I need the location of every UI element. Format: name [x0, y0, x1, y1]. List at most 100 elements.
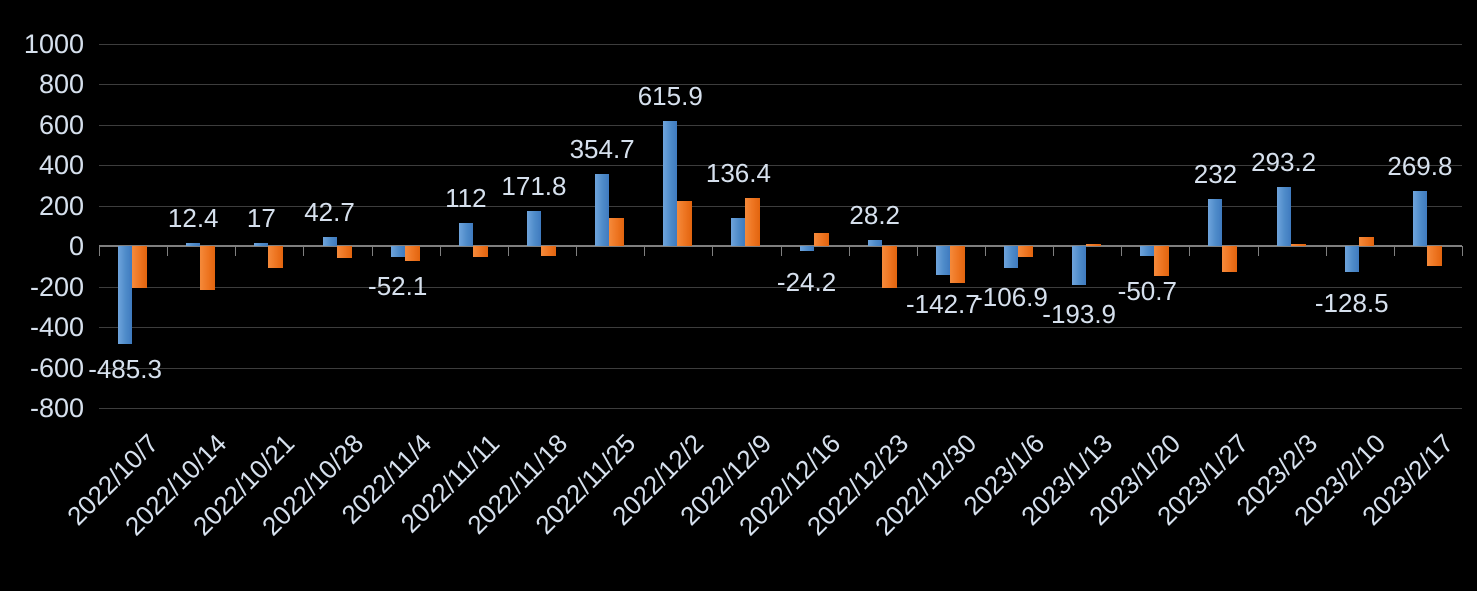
bar-data-label: 293.2 [1251, 146, 1317, 177]
bar-orange-series [949, 246, 965, 284]
bar-data-label: 42.7 [304, 197, 355, 228]
bar-blue-series [1412, 191, 1427, 246]
y-axis-tick-label: -600 [29, 352, 84, 383]
bar-data-label: 28.2 [849, 200, 901, 231]
bar-data-label: 615.9 [637, 81, 703, 112]
bar-data-label: 136.4 [705, 158, 771, 189]
bar-blue-series [458, 223, 473, 246]
bar-blue-series [1276, 186, 1291, 246]
y-axis-tick-label: -400 [29, 312, 84, 342]
x-axis-tick [1462, 246, 1463, 256]
bar-data-label: 232 [1193, 159, 1238, 190]
gridline [99, 327, 1462, 328]
bar-data-label: -128.5 [1314, 288, 1389, 319]
bar-orange-series [404, 246, 420, 262]
gridline [99, 43, 1462, 45]
bar-orange-series [609, 217, 625, 246]
bar-blue-series [595, 174, 610, 246]
bar-data-label: -24.2 [776, 266, 837, 297]
x-axis-tick [1189, 246, 1191, 256]
x-axis-tick [1393, 246, 1395, 256]
bar-orange-series [200, 246, 216, 290]
gridline [99, 205, 1462, 207]
bar-orange-series [1222, 246, 1238, 273]
bar-data-label: 12.4 [167, 203, 219, 234]
bar-data-label: -485.3 [88, 354, 162, 385]
gridline [99, 367, 1462, 369]
bar-data-label: 269.8 [1387, 151, 1453, 182]
x-axis-tick [848, 246, 850, 256]
x-axis-tick [984, 246, 986, 256]
x-axis-tick [507, 246, 509, 256]
x-axis-tick [644, 246, 646, 256]
y-axis-tick-label: 200 [38, 190, 84, 221]
x-axis-tick [712, 246, 714, 256]
bar-blue-series [322, 237, 337, 246]
gridline [99, 286, 1462, 288]
bar-orange-series [677, 201, 693, 246]
bar-blue-series [731, 218, 746, 246]
bar-orange-series [132, 246, 148, 288]
bar-blue-series [663, 121, 678, 246]
bar-blue-series [254, 242, 269, 246]
y-axis-tick-label: 800 [38, 69, 84, 99]
y-axis-tick-label: 0 [68, 231, 84, 261]
bar-blue-series [390, 246, 405, 257]
bar-data-label: 354.7 [569, 134, 635, 165]
gridline [99, 408, 1462, 409]
x-axis-tick [439, 246, 441, 256]
bar-data-label: 171.8 [501, 171, 567, 202]
bar-orange-series [540, 246, 556, 257]
bar-data-label: -50.7 [1117, 276, 1177, 307]
bar-data-label: -193.9 [1042, 299, 1117, 330]
x-axis-tick [99, 246, 100, 256]
bar-blue-series [1004, 246, 1019, 268]
bar-blue-series [935, 246, 950, 275]
bar-blue-series [1140, 246, 1155, 257]
bar-data-label: -52.1 [368, 270, 428, 301]
x-axis-tick [303, 246, 305, 256]
x-axis-tick [235, 246, 237, 256]
bar-orange-series [881, 246, 897, 288]
x-axis-tick [1121, 246, 1123, 256]
x-axis-tick [916, 246, 918, 256]
y-axis-tick-label: 600 [38, 109, 84, 140]
bar-blue-series [1208, 199, 1223, 246]
x-axis-tick [371, 246, 373, 256]
x-axis-tick [576, 246, 578, 256]
bar-blue-series [867, 240, 882, 246]
bar-blue-series [799, 246, 814, 251]
y-axis-tick-label: -200 [29, 271, 84, 302]
x-axis-tick [1325, 246, 1327, 256]
bar-orange-series [268, 246, 284, 269]
bar-orange-series [1358, 236, 1374, 246]
x-axis-tick [780, 246, 782, 256]
gridline [99, 84, 1462, 85]
bar-blue-series [1344, 246, 1359, 273]
y-axis-tick-label: -800 [29, 393, 84, 423]
bar-data-label: 17 [246, 202, 276, 233]
bar-data-label: -142.7 [906, 288, 980, 319]
bar-orange-series [1290, 243, 1306, 246]
bar-blue-series [526, 211, 541, 246]
bar-orange-series [1086, 243, 1102, 246]
gridline [99, 124, 1462, 126]
y-axis-tick-label: 400 [38, 150, 84, 180]
bar-orange-series [472, 246, 488, 258]
bar-blue-series [186, 243, 201, 246]
bar-blue-series [1072, 246, 1087, 286]
bar-orange-series [745, 198, 761, 246]
bar-orange-series [813, 232, 829, 246]
bar-orange-series [1018, 246, 1034, 258]
bar-data-label: 112 [445, 183, 487, 214]
x-axis-tick [1053, 246, 1055, 256]
x-axis-tick [167, 246, 169, 256]
bar-data-label: -106.9 [974, 281, 1048, 312]
bar-blue-series [118, 246, 133, 345]
gridline [99, 165, 1462, 166]
bar-orange-series [1154, 246, 1170, 277]
x-axis-tick [1257, 246, 1259, 256]
bar-orange-series [336, 246, 352, 259]
bar-orange-series [1426, 246, 1442, 267]
